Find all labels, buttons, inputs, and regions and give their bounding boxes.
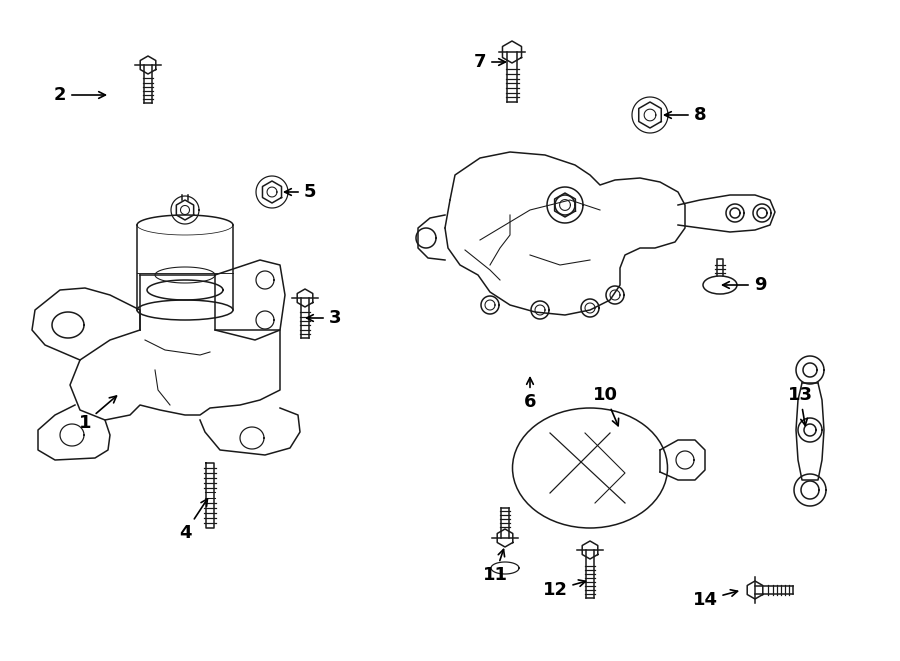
Text: 1: 1 [79,396,116,432]
Text: 14: 14 [692,590,737,609]
Text: 2: 2 [54,86,105,104]
Text: 6: 6 [524,377,536,411]
Text: 8: 8 [664,106,707,124]
Text: 7: 7 [473,53,506,71]
Text: 11: 11 [482,549,508,584]
Text: 5: 5 [284,183,316,201]
Text: 12: 12 [543,580,586,599]
Text: 10: 10 [592,386,618,426]
Text: 9: 9 [723,276,766,294]
Text: 4: 4 [179,499,207,542]
Text: 3: 3 [307,309,341,327]
Text: 13: 13 [788,386,813,426]
